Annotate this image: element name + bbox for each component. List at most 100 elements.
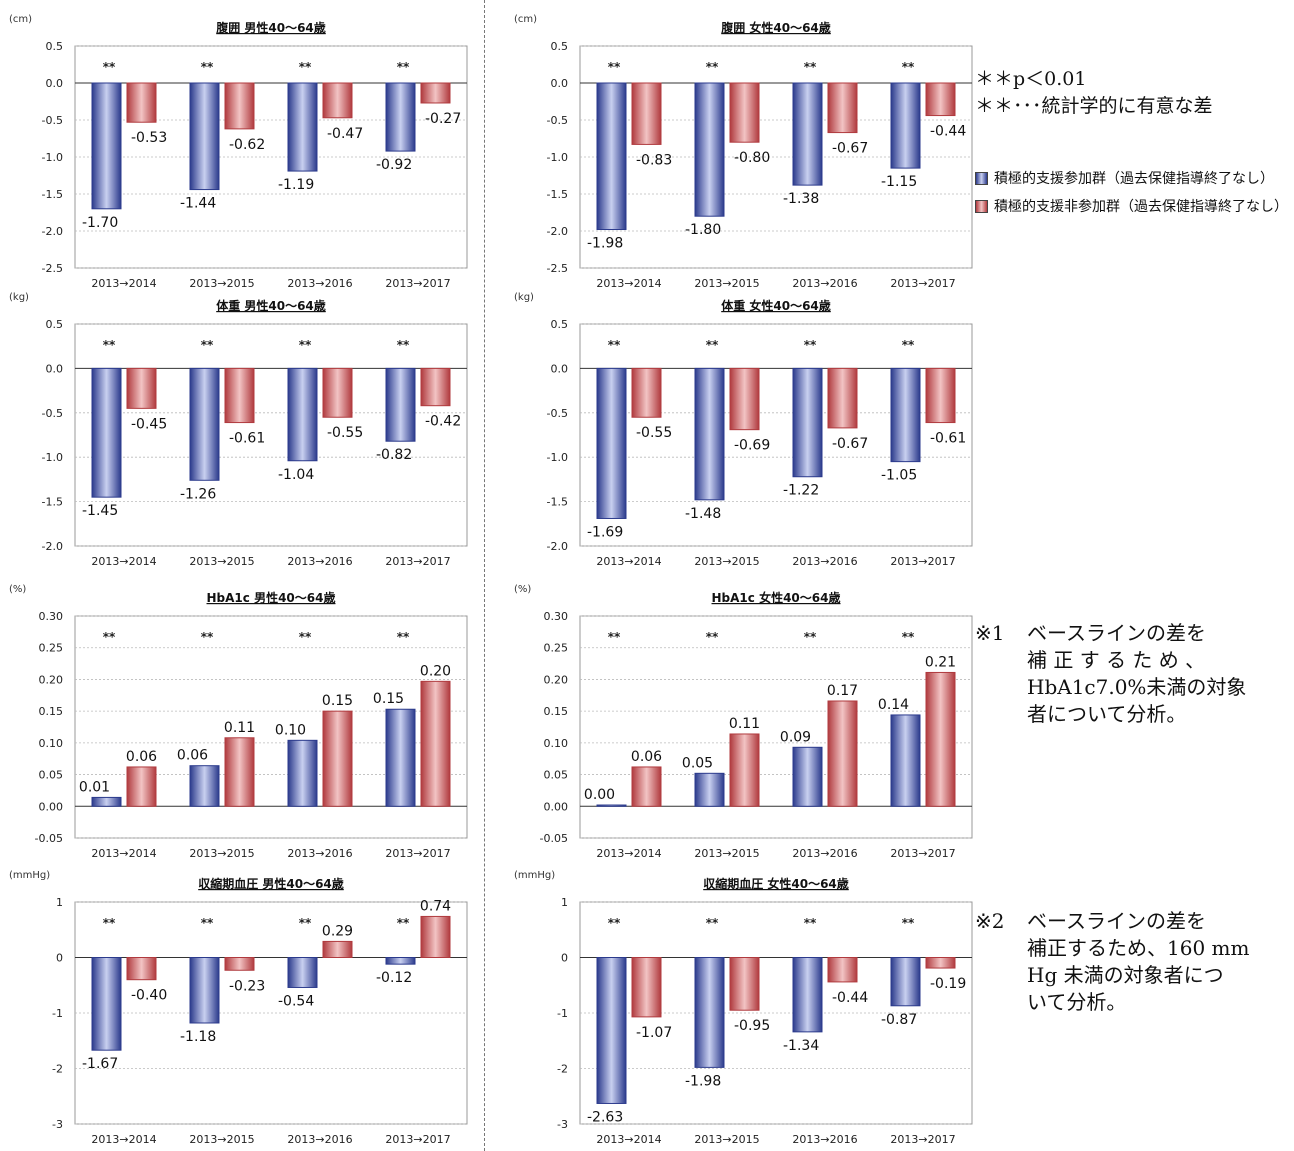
significance-marker: ** xyxy=(103,916,116,930)
footnote-1-line: 者について分析。 xyxy=(1027,702,1187,726)
y-tick-label: 0.10 xyxy=(39,737,64,750)
chart-svg: (mmHg) 収縮期血圧 女性40～64歳 1 0 -1 -2 -3 2013→2014 ** -… xyxy=(514,870,973,1146)
y-tick-label: 0 xyxy=(561,952,568,965)
bar-nonparticipant xyxy=(631,367,662,418)
bar-nonparticipant xyxy=(224,367,255,424)
axis-unit: (kg) xyxy=(514,292,534,303)
chart-panel-waist-male: (cm) 腹囲 男性40～64歳 0.5 0.0 -0.5 -1.0 -1.5 -2.0 -2.… xyxy=(5,10,480,295)
data-label: -1.48 xyxy=(685,506,721,522)
y-tick-label: -3 xyxy=(52,1118,63,1131)
data-label: -0.44 xyxy=(832,990,868,1006)
footnote-1-line: HbA1c7.0%未満の対象 xyxy=(1027,675,1247,699)
bar-participant xyxy=(694,957,725,1068)
y-tick-label: -3 xyxy=(557,1118,568,1131)
y-tick-label: -1.0 xyxy=(547,451,568,464)
significance-marker: ** xyxy=(608,338,621,352)
axis-unit: (cm) xyxy=(9,14,32,25)
legend-swatch-participant xyxy=(975,171,988,185)
data-label: 0.15 xyxy=(322,693,353,709)
data-label: -1.05 xyxy=(881,468,917,484)
legend-item-participant: 積極的支援参加群（過去保健指導終了なし） xyxy=(975,168,1288,188)
significance-marker: ** xyxy=(397,916,410,930)
x-tick-label: 2013→2014 xyxy=(596,555,661,568)
x-tick-label: 2013→2017 xyxy=(385,277,450,290)
axis-unit: (mmHg) xyxy=(514,870,555,881)
significance-marker: ** xyxy=(397,338,410,352)
bar-participant xyxy=(287,739,318,807)
significance-marker: ** xyxy=(103,630,116,644)
chart-panel-weight-female: (kg) 体重 女性40～64歳 0.5 0.0 -0.5 -1.0 -1.5 -2.0 201… xyxy=(510,288,985,573)
y-tick-label: 0.05 xyxy=(39,769,64,782)
y-tick-label: 0.25 xyxy=(544,642,569,655)
axis-unit: (mmHg) xyxy=(9,870,50,881)
y-tick-label: 0.5 xyxy=(551,40,569,53)
axis-unit: (kg) xyxy=(9,292,29,303)
chart-svg: (cm) 腹囲 女性40～64歳 0.5 0.0 -0.5 -1.0 -1.5 -2.0 -2.… xyxy=(514,14,973,290)
y-tick-label: -1 xyxy=(52,1007,63,1020)
data-label: -1.44 xyxy=(180,196,216,212)
data-label: -0.44 xyxy=(930,124,966,140)
y-tick-label: -1.5 xyxy=(547,188,568,201)
x-tick-label: 2013→2017 xyxy=(385,847,450,860)
significance-marker: ** xyxy=(103,338,116,352)
bar-participant xyxy=(596,804,627,807)
data-label: -0.62 xyxy=(229,137,265,153)
bar-participant xyxy=(189,957,220,1024)
significance-marker: ** xyxy=(201,338,214,352)
y-tick-label: -1.0 xyxy=(42,151,63,164)
x-tick-label: 2013→2015 xyxy=(694,1133,759,1146)
chart-title: HbA1c 男性40～64歳 xyxy=(207,590,336,605)
data-label: -1.15 xyxy=(881,174,917,190)
bar-participant xyxy=(91,367,122,498)
bar-nonparticipant xyxy=(729,957,760,1011)
y-tick-label: 0.15 xyxy=(39,705,64,718)
bar-nonparticipant xyxy=(224,737,255,807)
y-tick-label: -0.5 xyxy=(547,407,568,420)
footnote-2-line: Hg 未満の対象者につ xyxy=(1027,963,1224,987)
data-label: -0.47 xyxy=(327,126,363,142)
significance-marker: ** xyxy=(608,60,621,74)
footnote-1-line: ベースラインの差を xyxy=(1027,621,1206,645)
bar-nonparticipant xyxy=(729,367,760,431)
chart-panel-hba1c-female: (%) HbA1c 女性40～64歳 0.30 0.25 0.20 0.15 0.10 0.0… xyxy=(510,580,985,865)
x-tick-label: 2013→2016 xyxy=(792,555,857,568)
x-tick-label: 2013→2015 xyxy=(189,847,254,860)
bar-participant xyxy=(385,957,416,965)
bar-participant xyxy=(890,714,921,807)
data-label: -0.69 xyxy=(734,438,770,454)
x-tick-label: 2013→2015 xyxy=(189,1133,254,1146)
significance-marker: ** xyxy=(299,916,312,930)
bar-nonparticipant xyxy=(322,367,353,418)
data-label: 0.21 xyxy=(925,654,956,670)
data-label: 0.09 xyxy=(780,729,811,745)
y-tick-label: 0.05 xyxy=(544,769,569,782)
bar-participant xyxy=(792,746,823,807)
chart-title: 体重 男性40～64歳 xyxy=(216,298,326,313)
significance-marker: ** xyxy=(706,630,719,644)
significance-marker: ** xyxy=(299,338,312,352)
y-tick-label: 0.30 xyxy=(39,610,64,623)
data-label: 0.06 xyxy=(631,749,662,765)
data-label: -0.42 xyxy=(425,414,461,430)
chart-svg: (%) HbA1c 女性40～64歳 0.30 0.25 0.20 0.15 0.10 0.0… xyxy=(514,584,973,860)
chart-panel-sbp-female: (mmHg) 収縮期血圧 女性40～64歳 1 0 -1 -2 -3 2013→2014 ** -… xyxy=(510,866,985,1151)
x-tick-label: 2013→2017 xyxy=(385,1133,450,1146)
footnote-1-line: 補 正 す る た め 、 xyxy=(1027,648,1206,672)
footnote-2-line: 補正するため、160 mm xyxy=(1027,936,1250,960)
data-label: 0.00 xyxy=(584,787,615,803)
bar-participant xyxy=(189,765,220,807)
data-label: -0.55 xyxy=(636,425,672,441)
data-label: -1.18 xyxy=(180,1029,216,1045)
data-label: -1.70 xyxy=(82,215,118,231)
bar-nonparticipant xyxy=(126,957,157,981)
bar-participant xyxy=(189,82,220,191)
y-tick-label: 0.0 xyxy=(46,77,64,90)
significance-marker: ** xyxy=(201,916,214,930)
bar-nonparticipant xyxy=(420,915,451,958)
bar-participant xyxy=(694,772,725,807)
data-label: -0.67 xyxy=(832,436,868,452)
data-label: 0.14 xyxy=(878,697,909,713)
data-label: -1.45 xyxy=(82,503,118,519)
y-tick-label: -1.5 xyxy=(42,188,63,201)
bar-nonparticipant xyxy=(925,957,956,969)
